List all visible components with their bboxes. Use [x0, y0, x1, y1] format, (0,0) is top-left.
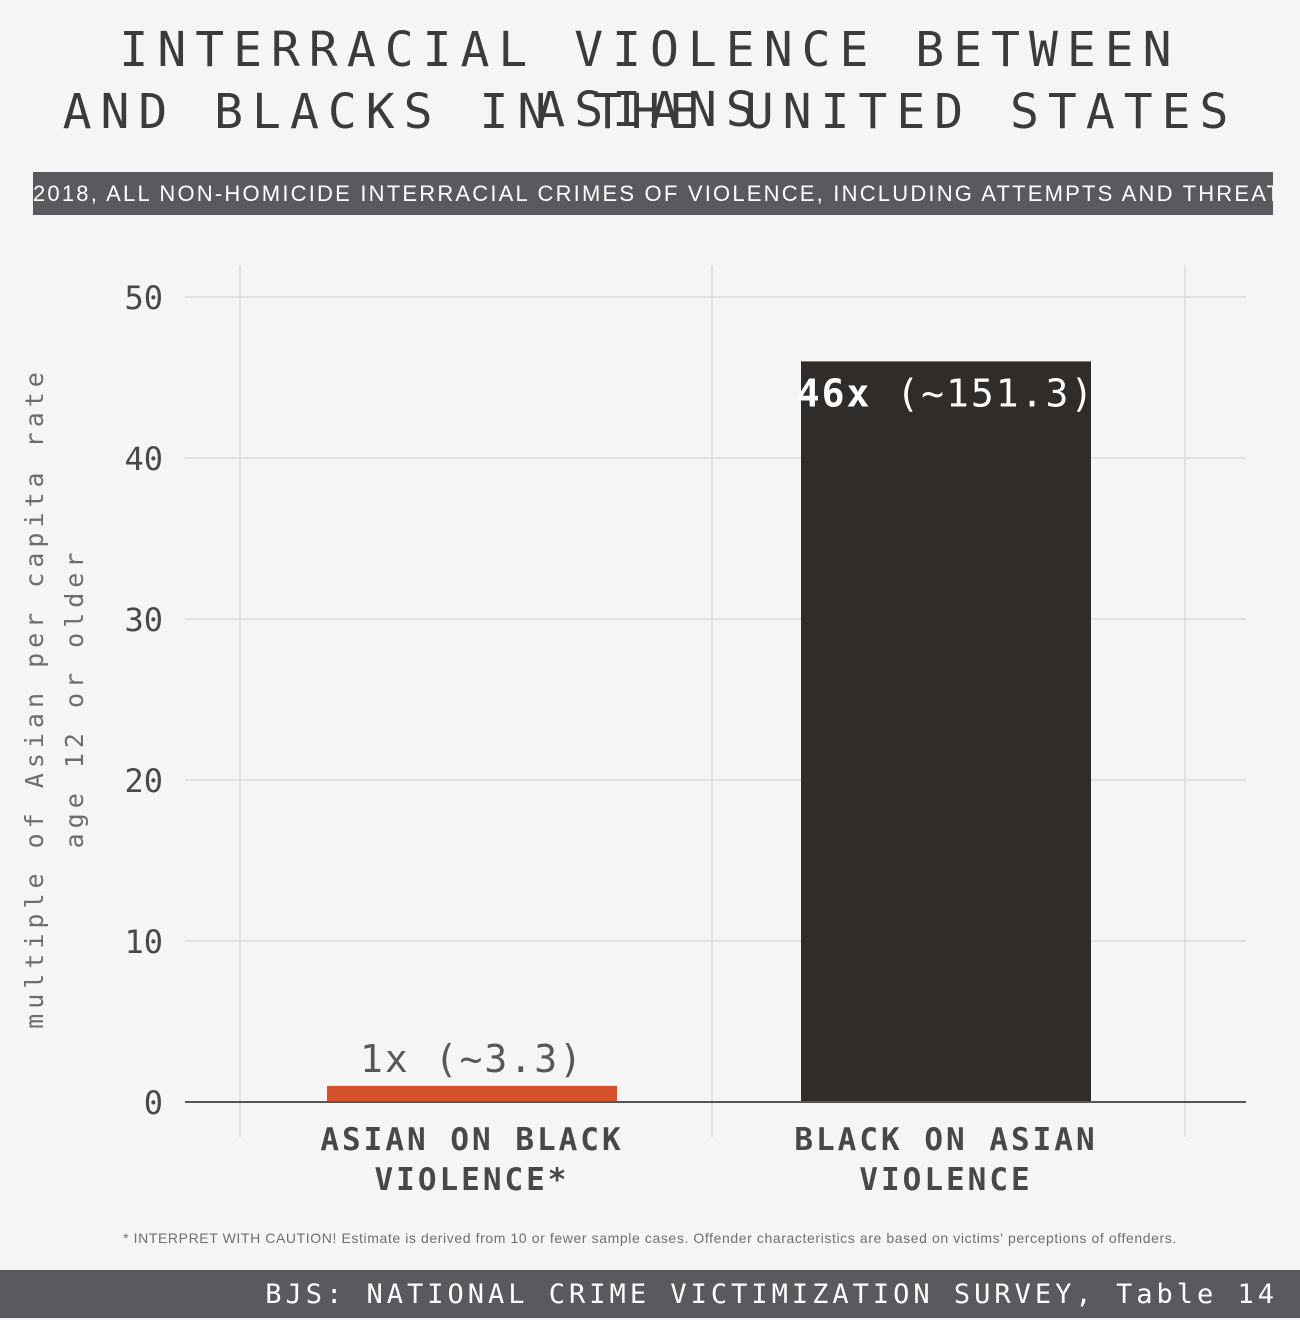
bar-chart: 0 10 20 30 40 50 1x (~3.3) 46x (~151.3) ASIAN ON… — [20, 265, 1246, 1198]
data-label-2: 46x (~151.3) — [797, 371, 1096, 415]
footnote: * INTERPRET WITH CAUTION! Estimate is de… — [123, 1230, 1177, 1246]
chart-title-line-1: INTERRACIAL VIOLENCE BETWEEN ASIANS — [119, 22, 1181, 138]
y-tick-label: 40 — [124, 440, 163, 478]
data-label-1: 1x (~3.3) — [360, 1037, 584, 1081]
bar-2 — [801, 361, 1091, 1102]
chart-subtitle: 2018, ALL NON-HOMICIDE INTERRACIAL CRIME… — [33, 172, 1273, 215]
data-label-2-rate: (~151.3) — [896, 371, 1095, 415]
category-label-2: BLACK ON ASIAN — [794, 1122, 1097, 1158]
y-tick-label: 10 — [124, 923, 163, 961]
y-tick-label: 50 — [124, 279, 163, 317]
source-bar: BJS: NATIONAL CRIME VICTIMIZATION SURVEY… — [0, 1270, 1300, 1318]
category-label-1: VIOLENCE* — [375, 1162, 570, 1198]
category-label-1: ASIAN ON BLACK — [320, 1122, 623, 1158]
y-tick-label: 30 — [124, 601, 163, 639]
category-label-2: VIOLENCE — [859, 1162, 1032, 1198]
y-tick-label: 0 — [144, 1084, 163, 1122]
bar-1 — [327, 1085, 617, 1102]
y-axis-label-line-1: multiple of Asian per capita rate — [20, 367, 49, 1029]
source-credit: BJS: NATIONAL CRIME VICTIMIZATION SURVEY… — [265, 1279, 1278, 1310]
y-axis-label-line-2: age 12 or older — [60, 548, 89, 849]
chart-title-line-2: AND BLACKS IN THE UNITED STATES — [62, 84, 1238, 140]
y-tick-label: 20 — [124, 762, 163, 800]
data-label-2-multiple: 46x — [797, 371, 897, 415]
